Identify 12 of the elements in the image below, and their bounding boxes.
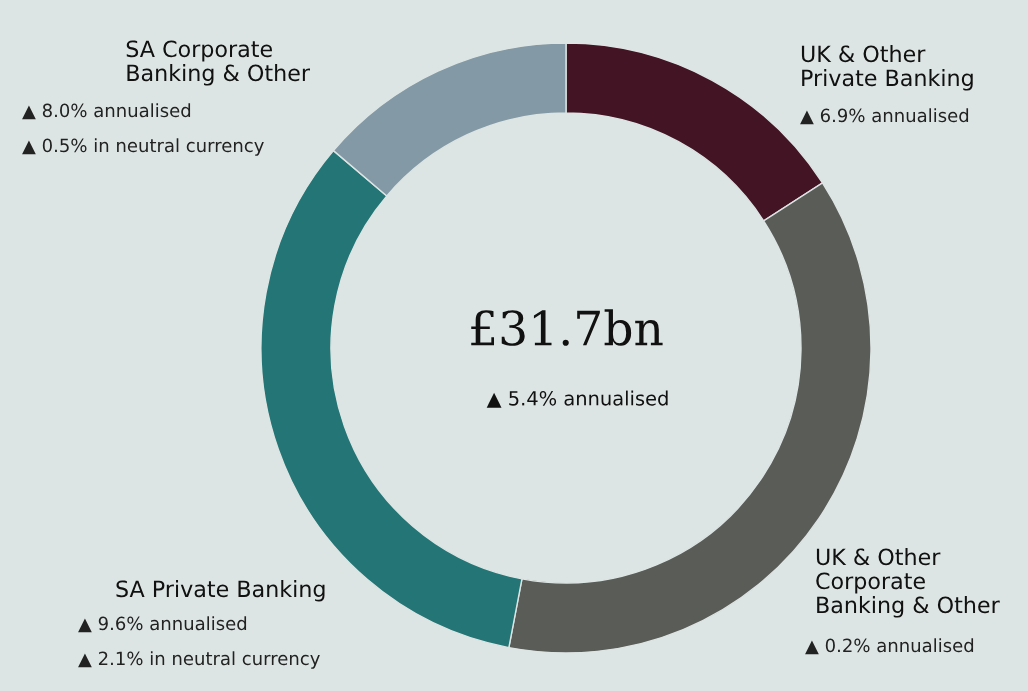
text: £31.7bn — [471, 309, 663, 346]
text: ▲ 0.5% in neutral currency — [22, 138, 264, 156]
text: ▲ 5.4% annualised — [486, 390, 668, 408]
text: ▲ 9.6% annualised — [78, 616, 247, 633]
slice-label: UK & Other Corporate Banking & Other — [816, 548, 1000, 618]
slice-label: UK & Other Private Banking — [801, 45, 973, 91]
text: ▲ 6.9% annualised — [800, 108, 969, 125]
slice-label: SA Private Banking — [116, 580, 325, 602]
text: ▲ 8.0% annualised — [22, 103, 191, 120]
slice-label: SA Corporate Banking & Other — [126, 40, 310, 86]
text: ▲ 2.1% in neutral currency — [78, 651, 320, 669]
text: ▲ 0.2% annualised — [805, 638, 974, 655]
